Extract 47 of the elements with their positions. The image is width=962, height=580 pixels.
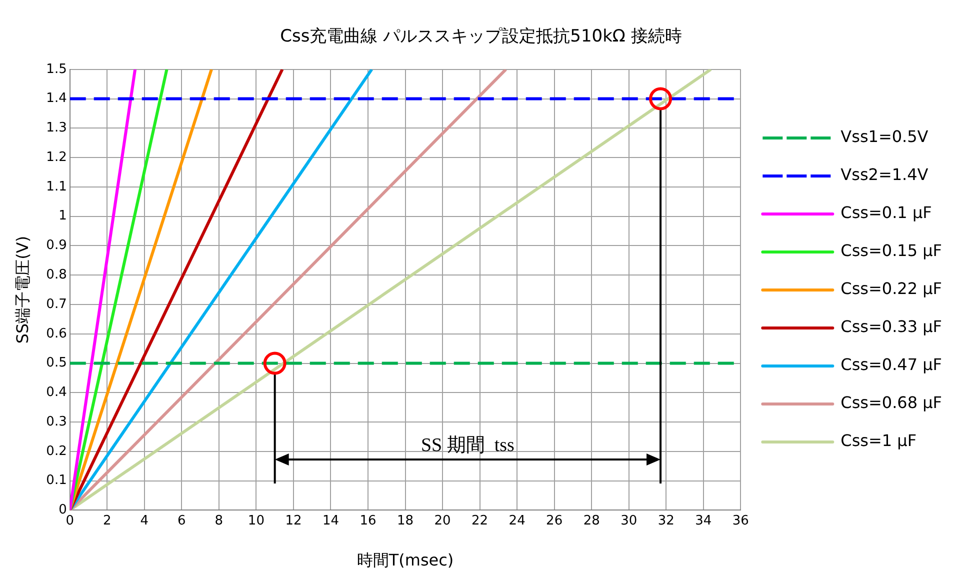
y-tick-label: 0.4 bbox=[46, 385, 67, 400]
legend-label: Vss1=0.5V bbox=[840, 127, 928, 146]
y-tick-label: 1.3 bbox=[46, 120, 67, 136]
y-tick-label: 0.9 bbox=[46, 238, 67, 254]
x-tick-label: 16 bbox=[360, 513, 376, 528]
legend-label: Css=0.68 μF bbox=[840, 393, 942, 412]
y-tick-label: 0.1 bbox=[46, 473, 67, 488]
x-tick-label: 22 bbox=[472, 513, 488, 528]
y-tick-label: 1 bbox=[58, 208, 67, 224]
y-tick-label: 0.7 bbox=[46, 296, 67, 312]
legend-label: Css=0.47 μF bbox=[840, 355, 942, 374]
x-tick-label: 30 bbox=[620, 513, 638, 528]
x-tick-label: 4 bbox=[140, 513, 149, 528]
y-tick-label: 1.2 bbox=[46, 150, 67, 165]
x-tick-label: 12 bbox=[285, 513, 302, 528]
x-tick-label: 10 bbox=[248, 513, 264, 528]
annotation: SS 期間 tss bbox=[420, 434, 514, 456]
legend-label: Css=0.15 μF bbox=[840, 241, 942, 260]
legend-label: Css=0.22 μF bbox=[840, 279, 942, 298]
legend-label: Css=1 μF bbox=[840, 431, 917, 450]
x-tick-label: 2 bbox=[103, 513, 112, 528]
y-tick-label: 0.5 bbox=[46, 356, 67, 371]
x-tick-label: 24 bbox=[508, 513, 526, 528]
x-tick-label: 6 bbox=[178, 513, 186, 528]
x-tick-label: 32 bbox=[658, 513, 674, 528]
x-axis-title: 時間T(msec) bbox=[356, 550, 454, 570]
y-tick-label: 1.1 bbox=[46, 179, 67, 194]
y-tick-label: 0.3 bbox=[46, 414, 67, 430]
legend-label: Css=0.1 μF bbox=[840, 203, 932, 222]
x-tick-label: 20 bbox=[434, 513, 451, 528]
x-tick-label: 34 bbox=[695, 513, 712, 528]
legend-label: Vss2=1.4V bbox=[840, 165, 928, 184]
x-tick-label: 8 bbox=[214, 513, 224, 528]
x-tick-label: 36 bbox=[732, 513, 749, 528]
x-tick-label: 18 bbox=[396, 513, 414, 528]
chart-title: Css充電曲線 パルススキップ設定抵抗510kΩ 接続時 bbox=[280, 26, 682, 47]
x-tick-label: 28 bbox=[583, 513, 600, 528]
y-tick-label: 1.4 bbox=[46, 91, 67, 106]
y-axis-title: SS端子電圧(V) bbox=[12, 236, 32, 344]
y-tick-label: 0.8 bbox=[46, 267, 67, 282]
x-tick-label: 14 bbox=[322, 513, 340, 528]
y-tick-label: 0 bbox=[58, 502, 67, 518]
x-tick-label: 26 bbox=[546, 513, 563, 528]
y-tick-label: 1.5 bbox=[46, 62, 67, 77]
legend-label: Css=0.33 μF bbox=[840, 317, 942, 336]
y-tick-label: 0.2 bbox=[46, 444, 67, 459]
y-tick-label: 0.6 bbox=[46, 326, 67, 342]
